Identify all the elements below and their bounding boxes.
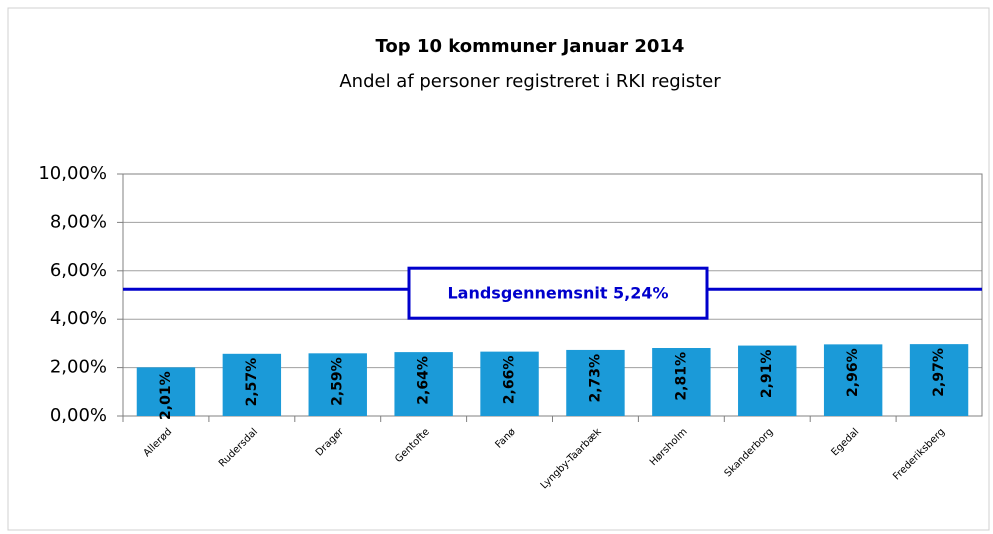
bar — [823, 344, 883, 416]
chart-subtitle: Andel af personer registreret i RKI regi… — [339, 71, 721, 92]
y-tick-label: 2,00% — [50, 357, 107, 378]
value-label: 2,01% — [158, 371, 174, 420]
y-tick-label: 4,00% — [50, 308, 107, 329]
value-label: 2,57% — [244, 358, 260, 407]
value-label: 2,64% — [416, 356, 432, 405]
bar — [308, 353, 367, 416]
chart-title: Top 10 kommuner Januar 2014 — [376, 36, 685, 57]
bar — [480, 351, 539, 416]
y-tick-label: 0,00% — [50, 405, 107, 426]
y-tick-label: 6,00% — [50, 260, 107, 281]
bar — [652, 347, 711, 416]
value-label: 2,91% — [759, 350, 775, 399]
value-label: 2,66% — [502, 356, 518, 405]
reference-label: Landsgennemsnit 5,24% — [447, 284, 668, 303]
bar — [394, 352, 453, 416]
bar — [136, 367, 196, 416]
bar — [566, 349, 625, 416]
value-label: 2,96% — [845, 348, 861, 397]
bar — [909, 344, 969, 416]
value-label: 2,97% — [931, 348, 947, 397]
bar — [738, 345, 797, 416]
y-tick-label: 8,00% — [50, 211, 107, 232]
reference-label-box — [407, 266, 709, 320]
value-label: 2,73% — [587, 354, 603, 403]
y-tick-label: 10,00% — [38, 163, 107, 184]
value-label: 2,81% — [673, 352, 689, 401]
value-label: 2,59% — [330, 357, 346, 406]
bar — [222, 353, 282, 416]
